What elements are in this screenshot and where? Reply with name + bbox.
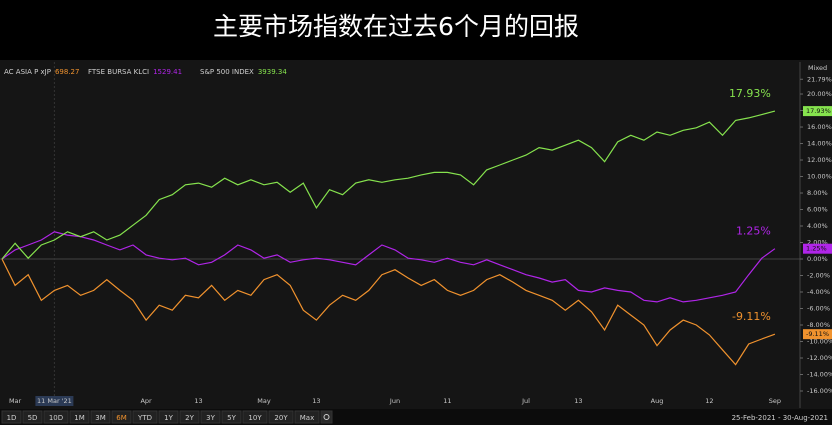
range-button-label[interactable]: 10Y <box>248 414 262 422</box>
crosshair-date-box <box>35 396 74 406</box>
y-tick-label: -2.00% <box>807 272 830 280</box>
x-tick-label: Sep <box>769 397 781 405</box>
axis-value-badge <box>803 329 832 340</box>
range-button[interactable] <box>242 410 268 424</box>
y-tick-label: 0.00% <box>807 255 828 263</box>
range-button[interactable] <box>43 410 69 424</box>
y-tick-label: 12.00% <box>807 156 832 164</box>
date-range[interactable]: 25-Feb-2021 - 30-Aug-2021 <box>732 414 828 422</box>
range-button[interactable] <box>111 410 132 424</box>
axis-value-badge <box>803 243 832 254</box>
x-tick-label: 11 <box>443 397 451 405</box>
y-tick-label: -4.00% <box>807 288 830 296</box>
range-button-label[interactable]: 3M <box>95 414 106 422</box>
x-tick-label: 12 <box>705 397 713 405</box>
axis-value-badge-label: 17.93% <box>806 107 831 115</box>
y-tick-label: 16.00% <box>807 123 832 131</box>
range-button[interactable] <box>132 410 158 424</box>
series-line <box>1 110 776 260</box>
y-tick-label: 21.79% <box>807 75 832 83</box>
y-tick-label: 6.00% <box>807 206 828 214</box>
y-tick-label: -6.00% <box>807 305 830 313</box>
legend-price[interactable]: 698.27 <box>55 68 80 76</box>
range-button-label[interactable]: 5Y <box>227 414 236 422</box>
legend-price[interactable]: 1529.41 <box>153 68 182 76</box>
series-line <box>1 258 776 366</box>
x-tick-label: Jul <box>521 397 530 405</box>
range-button[interactable] <box>69 410 90 424</box>
range-button-label[interactable]: 1Y <box>164 414 173 422</box>
x-tick-label: 13 <box>312 397 320 405</box>
y-tick-label: 8.00% <box>807 189 828 197</box>
range-button-label[interactable]: 10D <box>49 414 63 422</box>
chart-panel <box>0 60 832 409</box>
legend-name[interactable]: S&P 500 INDEX <box>200 68 254 76</box>
series-line <box>1 231 776 303</box>
x-tick-label: Aug <box>651 397 664 405</box>
x-tick-label: Jun <box>389 397 400 405</box>
settings-button[interactable] <box>320 410 333 424</box>
axis-value-badge-label: 1.25% <box>806 245 827 253</box>
y-tick-label: 10.00% <box>807 173 832 181</box>
range-button-label[interactable]: 1M <box>74 414 85 422</box>
range-button-label[interactable]: 1D <box>7 414 17 422</box>
y-tick-label: -16.00% <box>807 387 832 395</box>
range-button[interactable] <box>179 410 200 424</box>
range-button-label[interactable]: 2Y <box>185 414 194 422</box>
y-tick-label: -14.00% <box>807 371 832 379</box>
range-button[interactable] <box>1 410 22 424</box>
range-button-label[interactable]: YTD <box>137 414 152 422</box>
y-tick-label: 2.00% <box>807 239 828 247</box>
y-tick-label: -10.00% <box>807 338 832 346</box>
x-tick-label: 13 <box>574 397 582 405</box>
x-tick-label: Mar <box>9 397 22 405</box>
range-button[interactable] <box>200 410 221 424</box>
x-tick-label: May <box>257 397 271 405</box>
y-tick-label: -12.00% <box>807 354 832 362</box>
y-tick-label: 14.00% <box>807 140 832 148</box>
y-tick-label: -8.00% <box>807 321 830 329</box>
legend-price[interactable]: 3939.34 <box>258 68 287 76</box>
chart-title: 主要市场指数在过去6个月的回报 <box>213 12 579 41</box>
x-tick-label: 11 Mar '21 <box>37 397 72 405</box>
y-tick-label: 20.00% <box>807 90 832 98</box>
range-button-label[interactable]: 6M <box>116 414 127 422</box>
scale-mode[interactable]: Mixed <box>808 64 827 72</box>
range-button-label[interactable]: 3Y <box>206 414 215 422</box>
range-button-label[interactable]: Max <box>300 414 314 422</box>
axis-value-badge <box>803 106 832 117</box>
range-button-label[interactable]: 20Y <box>274 414 288 422</box>
end-value-label: 1.25% <box>736 225 771 238</box>
end-value-label: 17.93% <box>729 87 771 100</box>
y-tick-label: 4.00% <box>807 222 828 230</box>
end-value-label: -9.11% <box>732 310 771 323</box>
range-button[interactable] <box>294 410 320 424</box>
range-button[interactable] <box>22 410 43 424</box>
range-button-label[interactable]: 5D <box>28 414 38 422</box>
legend-name[interactable]: FTSE BURSA KLCI <box>88 68 149 76</box>
settings-icon[interactable] <box>323 414 330 420</box>
range-button[interactable] <box>90 410 111 424</box>
range-button[interactable] <box>268 410 294 424</box>
range-button[interactable] <box>221 410 242 424</box>
x-tick-label: Apr <box>140 397 152 405</box>
x-tick-label: 13 <box>194 397 202 405</box>
axis-value-badge-label: -9.11% <box>806 330 829 338</box>
range-button[interactable] <box>158 410 179 424</box>
legend-name[interactable]: AC ASIA P xJP <box>4 68 51 76</box>
